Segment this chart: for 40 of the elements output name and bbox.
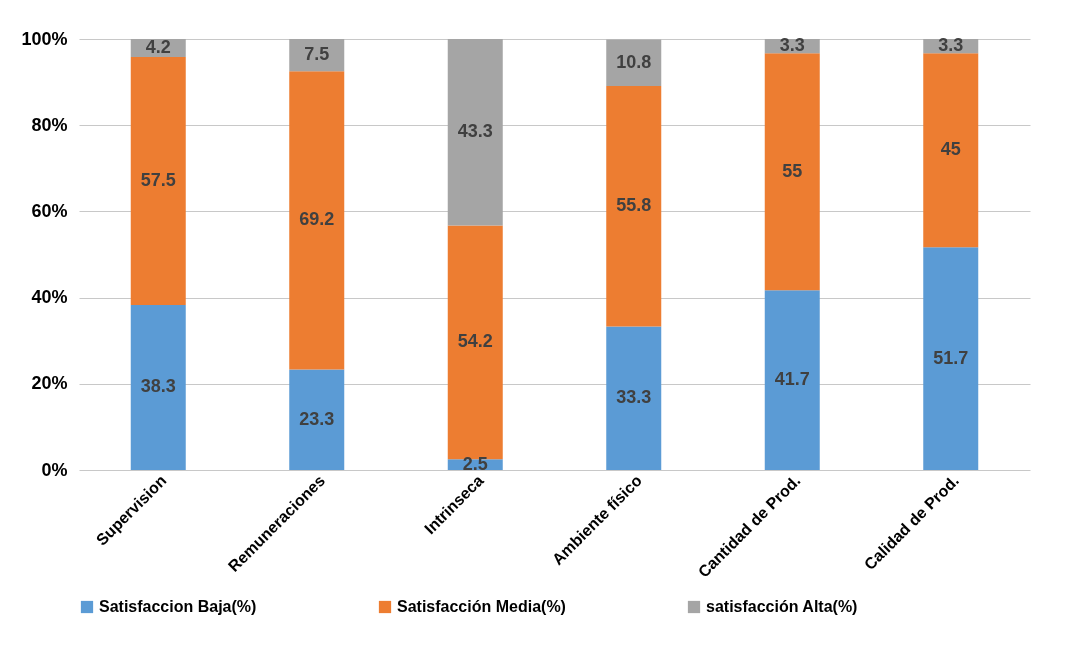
data-label: 51.7 xyxy=(933,347,969,368)
bar xyxy=(289,369,345,470)
data-label: 38.3 xyxy=(140,376,176,397)
y-tick-label: 0% xyxy=(41,459,68,480)
bar xyxy=(289,71,345,370)
data-label: 3.3 xyxy=(938,35,964,56)
legend-label: Satisfacción Media(%) xyxy=(397,598,566,615)
data-label: 10.8 xyxy=(616,51,652,72)
data-label: 55 xyxy=(782,160,803,181)
data-label: 23.3 xyxy=(299,408,335,429)
data-label: 69.2 xyxy=(299,209,335,230)
bar xyxy=(923,247,979,470)
data-label: 2.5 xyxy=(462,453,488,474)
data-label: 54.2 xyxy=(457,331,493,352)
data-label: 57.5 xyxy=(140,170,176,191)
bar xyxy=(764,53,820,291)
bar xyxy=(923,53,979,248)
bar xyxy=(130,57,186,305)
data-label: 41.7 xyxy=(774,369,810,390)
legend-label: satisfacción Alta(%) xyxy=(706,598,858,615)
bar xyxy=(606,85,662,327)
data-label: 43.3 xyxy=(457,121,493,142)
y-tick-label: 20% xyxy=(31,373,68,394)
data-label: 3.3 xyxy=(779,35,805,56)
data-label: 55.8 xyxy=(616,195,652,216)
data-label: 33.3 xyxy=(616,387,652,408)
bar xyxy=(130,304,186,470)
y-tick-label: 60% xyxy=(31,200,68,221)
bar xyxy=(289,39,345,72)
bar xyxy=(606,39,662,86)
data-label: 45 xyxy=(940,139,961,160)
bar xyxy=(447,39,503,226)
y-tick-label: 80% xyxy=(31,114,68,135)
legend-label: Satisfaccion Baja(%) xyxy=(99,598,257,615)
bar xyxy=(606,326,662,470)
data-label: 4.2 xyxy=(145,37,171,58)
y-tick-label: 100% xyxy=(21,28,68,49)
data-label: 7.5 xyxy=(304,44,330,65)
bar xyxy=(764,290,820,470)
y-tick-label: 40% xyxy=(31,287,68,308)
